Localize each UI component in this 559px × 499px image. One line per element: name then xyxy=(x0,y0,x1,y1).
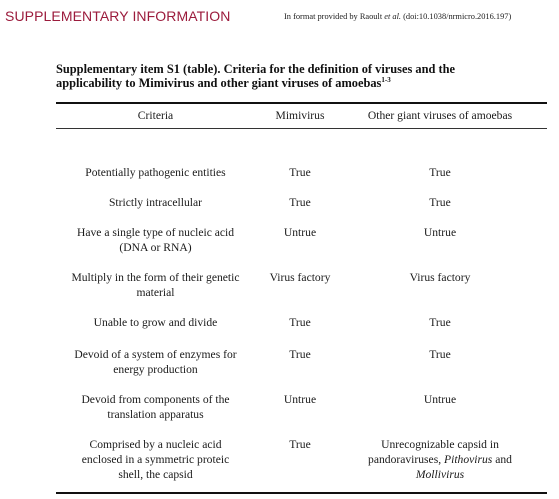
other-italic-mollivirus: Mollivirus xyxy=(415,468,465,481)
criteria-line: Have a single type of nucleic acid xyxy=(76,226,235,239)
other-text: pandoraviruses, xyxy=(368,453,445,466)
other-line: Unrecognizable capsid in xyxy=(381,438,499,451)
table-row-3-criteria: Have a single type of nucleic acid (DNA … xyxy=(56,225,255,255)
criteria-line: shell, the capsid xyxy=(118,468,193,481)
table-row-2-criteria: Strictly intracellular xyxy=(108,196,203,209)
table-row-1-mimivirus: True xyxy=(289,166,311,179)
source-et-al: et al. xyxy=(384,12,401,21)
column-header-criteria: Criteria xyxy=(137,109,174,122)
table-row-6-mimivirus: True xyxy=(289,348,311,361)
caption-text: Supplementary item S1 (table). Criteria … xyxy=(56,62,455,90)
criteria-line: enclosed in a symmetric proteic xyxy=(81,453,230,466)
table-row-1-other: True xyxy=(429,166,451,179)
source-reference: In format provided by Raoult et al. (doi… xyxy=(284,12,511,21)
table-row-7-mimivirus: Untrue xyxy=(283,393,317,406)
criteria-line: Multiply in the form of their genetic xyxy=(71,271,240,284)
column-header-mimivirus: Mimivirus xyxy=(275,109,325,122)
caption-reference-superscript: 1-3 xyxy=(381,75,391,84)
other-line: Mollivirus xyxy=(345,467,535,482)
criteria-line: Devoid from components of the xyxy=(81,393,230,406)
table-row-8-other: Unrecognizable capsid in pandoraviruses,… xyxy=(345,437,535,482)
table-row-4-criteria: Multiply in the form of their genetic ma… xyxy=(56,270,255,300)
table-caption: Supplementary item S1 (table). Criteria … xyxy=(56,62,516,90)
table-row-4-mimivirus: Virus factory xyxy=(269,271,331,284)
criteria-line: material xyxy=(136,286,175,299)
table-row-8-criteria: Comprised by a nucleic acid enclosed in … xyxy=(56,437,255,482)
column-header-other-giant-viruses: Other giant viruses of amoebas xyxy=(367,109,513,122)
table-row-6-other: True xyxy=(429,348,451,361)
table-header-rule xyxy=(56,128,547,129)
table-bottom-rule xyxy=(56,492,547,494)
table-row-5-criteria: Unable to grow and divide xyxy=(93,316,218,329)
table-row-1-criteria: Potentially pathogenic entities xyxy=(85,166,226,179)
section-title: SUPPLEMENTARY INFORMATION xyxy=(5,8,231,24)
criteria-line: (DNA or RNA) xyxy=(119,241,192,254)
criteria-line: energy production xyxy=(113,363,198,376)
other-italic-pithovirus: Pithovirus xyxy=(444,453,493,466)
criteria-line: Comprised by a nucleic acid xyxy=(89,438,222,451)
criteria-line: translation apparatus xyxy=(107,408,204,421)
table-row-4-other: Virus factory xyxy=(409,271,471,284)
table-row-5-other: True xyxy=(429,316,451,329)
table-row-3-mimivirus: Untrue xyxy=(283,226,317,239)
table-row-6-criteria: Devoid of a system of enzymes for energy… xyxy=(56,347,255,377)
table-row-7-criteria: Devoid from components of the translatio… xyxy=(56,392,255,422)
table-row-3-other: Untrue xyxy=(423,226,457,239)
table-row-5-mimivirus: True xyxy=(289,316,311,329)
table-row-7-other: Untrue xyxy=(423,393,457,406)
other-line: pandoraviruses, Pithovirus and xyxy=(345,452,535,467)
criteria-line: Devoid of a system of enzymes for xyxy=(74,348,237,361)
table-row-2-other: True xyxy=(429,196,451,209)
source-prefix: In format provided by Raoult xyxy=(284,12,385,21)
source-doi: (doi:10.1038/nrmicro.2016.197) xyxy=(401,12,512,21)
table-row-2-mimivirus: True xyxy=(289,196,311,209)
table-top-rule xyxy=(56,102,547,104)
other-text: and xyxy=(492,453,512,466)
table-row-8-mimivirus: True xyxy=(289,438,311,451)
